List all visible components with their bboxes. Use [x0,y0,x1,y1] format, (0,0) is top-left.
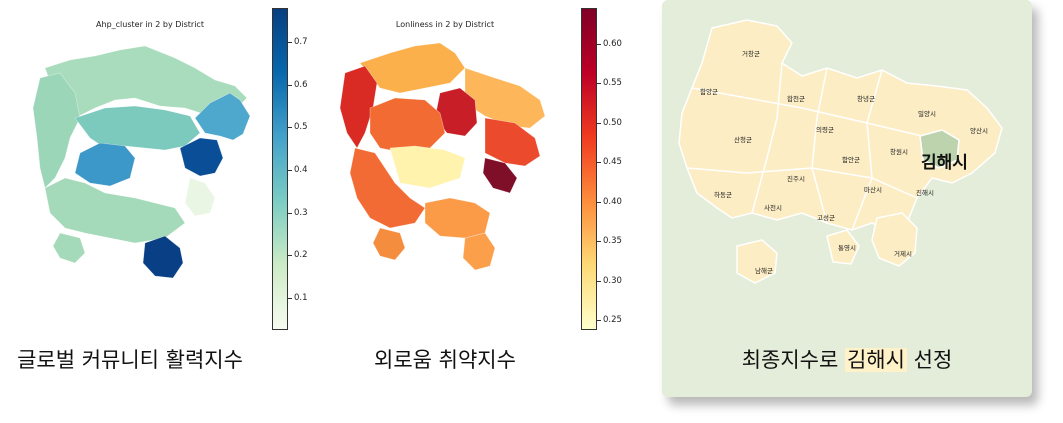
colorbar-tickmark [597,43,601,45]
map3-region-geoje [871,212,918,267]
map1-region-south [44,177,186,244]
colorbar-tickmark [597,162,601,164]
region-label: 창녕군 [857,95,875,103]
region-label: 마산시 [864,186,882,194]
colorbar-tickmark [288,84,292,86]
region-label: 밀양시 [918,110,936,118]
colorbar-tick-label: 0.4 [294,165,308,176]
map2-region-gimhae [482,157,518,194]
map2-region-geoje [462,232,496,271]
colorbar-tick-label: 0.60 [603,38,622,49]
colorbar-tick-label: 0.45 [603,157,622,168]
map2-region-west [339,65,378,149]
map2-region-southcoast [424,197,491,239]
region-label: 통영시 [838,244,856,252]
map1-region-namhae [52,232,86,264]
colorbar-tick-label: 0.35 [603,236,622,247]
map1-region-northeast [194,92,251,141]
region-label: 진해시 [916,189,934,197]
region-label: 고성군 [817,214,835,222]
colorbar-tickmark [597,83,601,85]
colorbar-tick-label: 0.25 [603,315,622,326]
map1-colorbar [272,8,288,330]
map3-region-namhae [736,239,778,284]
colorbar-tick-label: 0.5 [294,122,308,133]
map3-caption: 최종지수로 김해시 선정 [662,344,1032,374]
map3-region-gimhae [919,129,960,169]
map1-region-southeast [184,177,216,217]
map2-region-center [369,97,446,154]
map1-region-jinju [74,142,136,187]
region-label: 의령군 [816,126,834,134]
colorbar-tickmark [597,280,601,282]
region-label: 남해군 [755,267,773,275]
map1-title: Ahp_cluster in 2 by District [96,20,204,29]
colorbar-tick-label: 0.2 [294,250,308,261]
map2-region-northeast [464,67,546,129]
region-label: 함양군 [700,88,718,96]
map1-caption: 글로벌 커뮤니티 활력지수 [17,348,243,372]
colorbar-tick-label: 0.6 [294,79,308,90]
colorbar-tick-label: 0.40 [603,196,622,207]
map1-panel: Ahp_cluster in 2 by District 글로벌 커뮤니티 활력… [0,0,330,400]
map3-caption-suffix: 선정 [906,348,953,372]
map3-caption-highlight: 김해시 [844,348,907,372]
map2-colorbar [581,8,597,330]
map3-land [678,19,1003,234]
colorbar-tickmark [288,255,292,257]
colorbar-tickmark [597,320,601,322]
map2-region-east [484,117,541,167]
region-label: 거창군 [742,50,760,58]
colorbar-tick-label: 0.50 [603,117,622,128]
region-label: 창원시 [890,148,908,156]
colorbar-tick-label: 0.55 [603,78,622,89]
map1-region-west [32,72,81,189]
map2-choropleth [339,42,546,271]
map3-region-tongyeong [826,229,860,265]
colorbar-tickmark [288,298,292,300]
region-label: 거제시 [894,250,912,258]
map1-choropleth [32,45,251,279]
colorbar-tickmark [288,170,292,172]
region-label: 합천군 [787,95,805,103]
colorbar-tick-label: 0.7 [294,37,308,48]
colorbar-tick-label: 0.30 [603,275,622,286]
map1-region-geoje [142,235,184,279]
region-label: 하동군 [714,191,732,199]
region-label: 양산시 [970,127,988,135]
colorbar-tickmark [288,42,292,44]
region-label: 산청군 [734,136,752,144]
map2-panel: Lonliness in 2 by District 외로움 취약지수 [325,0,655,400]
map2-region-south [349,147,426,229]
gimhae-big-label: 김해시 [921,153,968,173]
colorbar-tickmark [597,241,601,243]
map3-caption-prefix: 최종지수로 [741,348,845,372]
colorbar-tickmark [597,122,601,124]
region-label: 사천시 [764,204,782,212]
colorbar-tick-label: 0.3 [294,207,308,218]
map3-region-map [678,19,1003,284]
map2-title: Lonliness in 2 by District [395,20,495,29]
region-label: 함안군 [842,156,860,164]
map2-region-namhae [372,227,406,261]
map2-region-jinju [389,145,466,189]
map1-region-center [74,105,201,151]
map1-region-gimhae [179,137,224,177]
colorbar-tickmark [288,127,292,129]
region-label: 진주시 [787,175,805,183]
colorbar-tick-label: 0.1 [294,293,308,304]
map2-caption: 외로움 취약지수 [374,348,516,372]
colorbar-tickmark [597,201,601,203]
colorbar-tickmark [288,212,292,214]
